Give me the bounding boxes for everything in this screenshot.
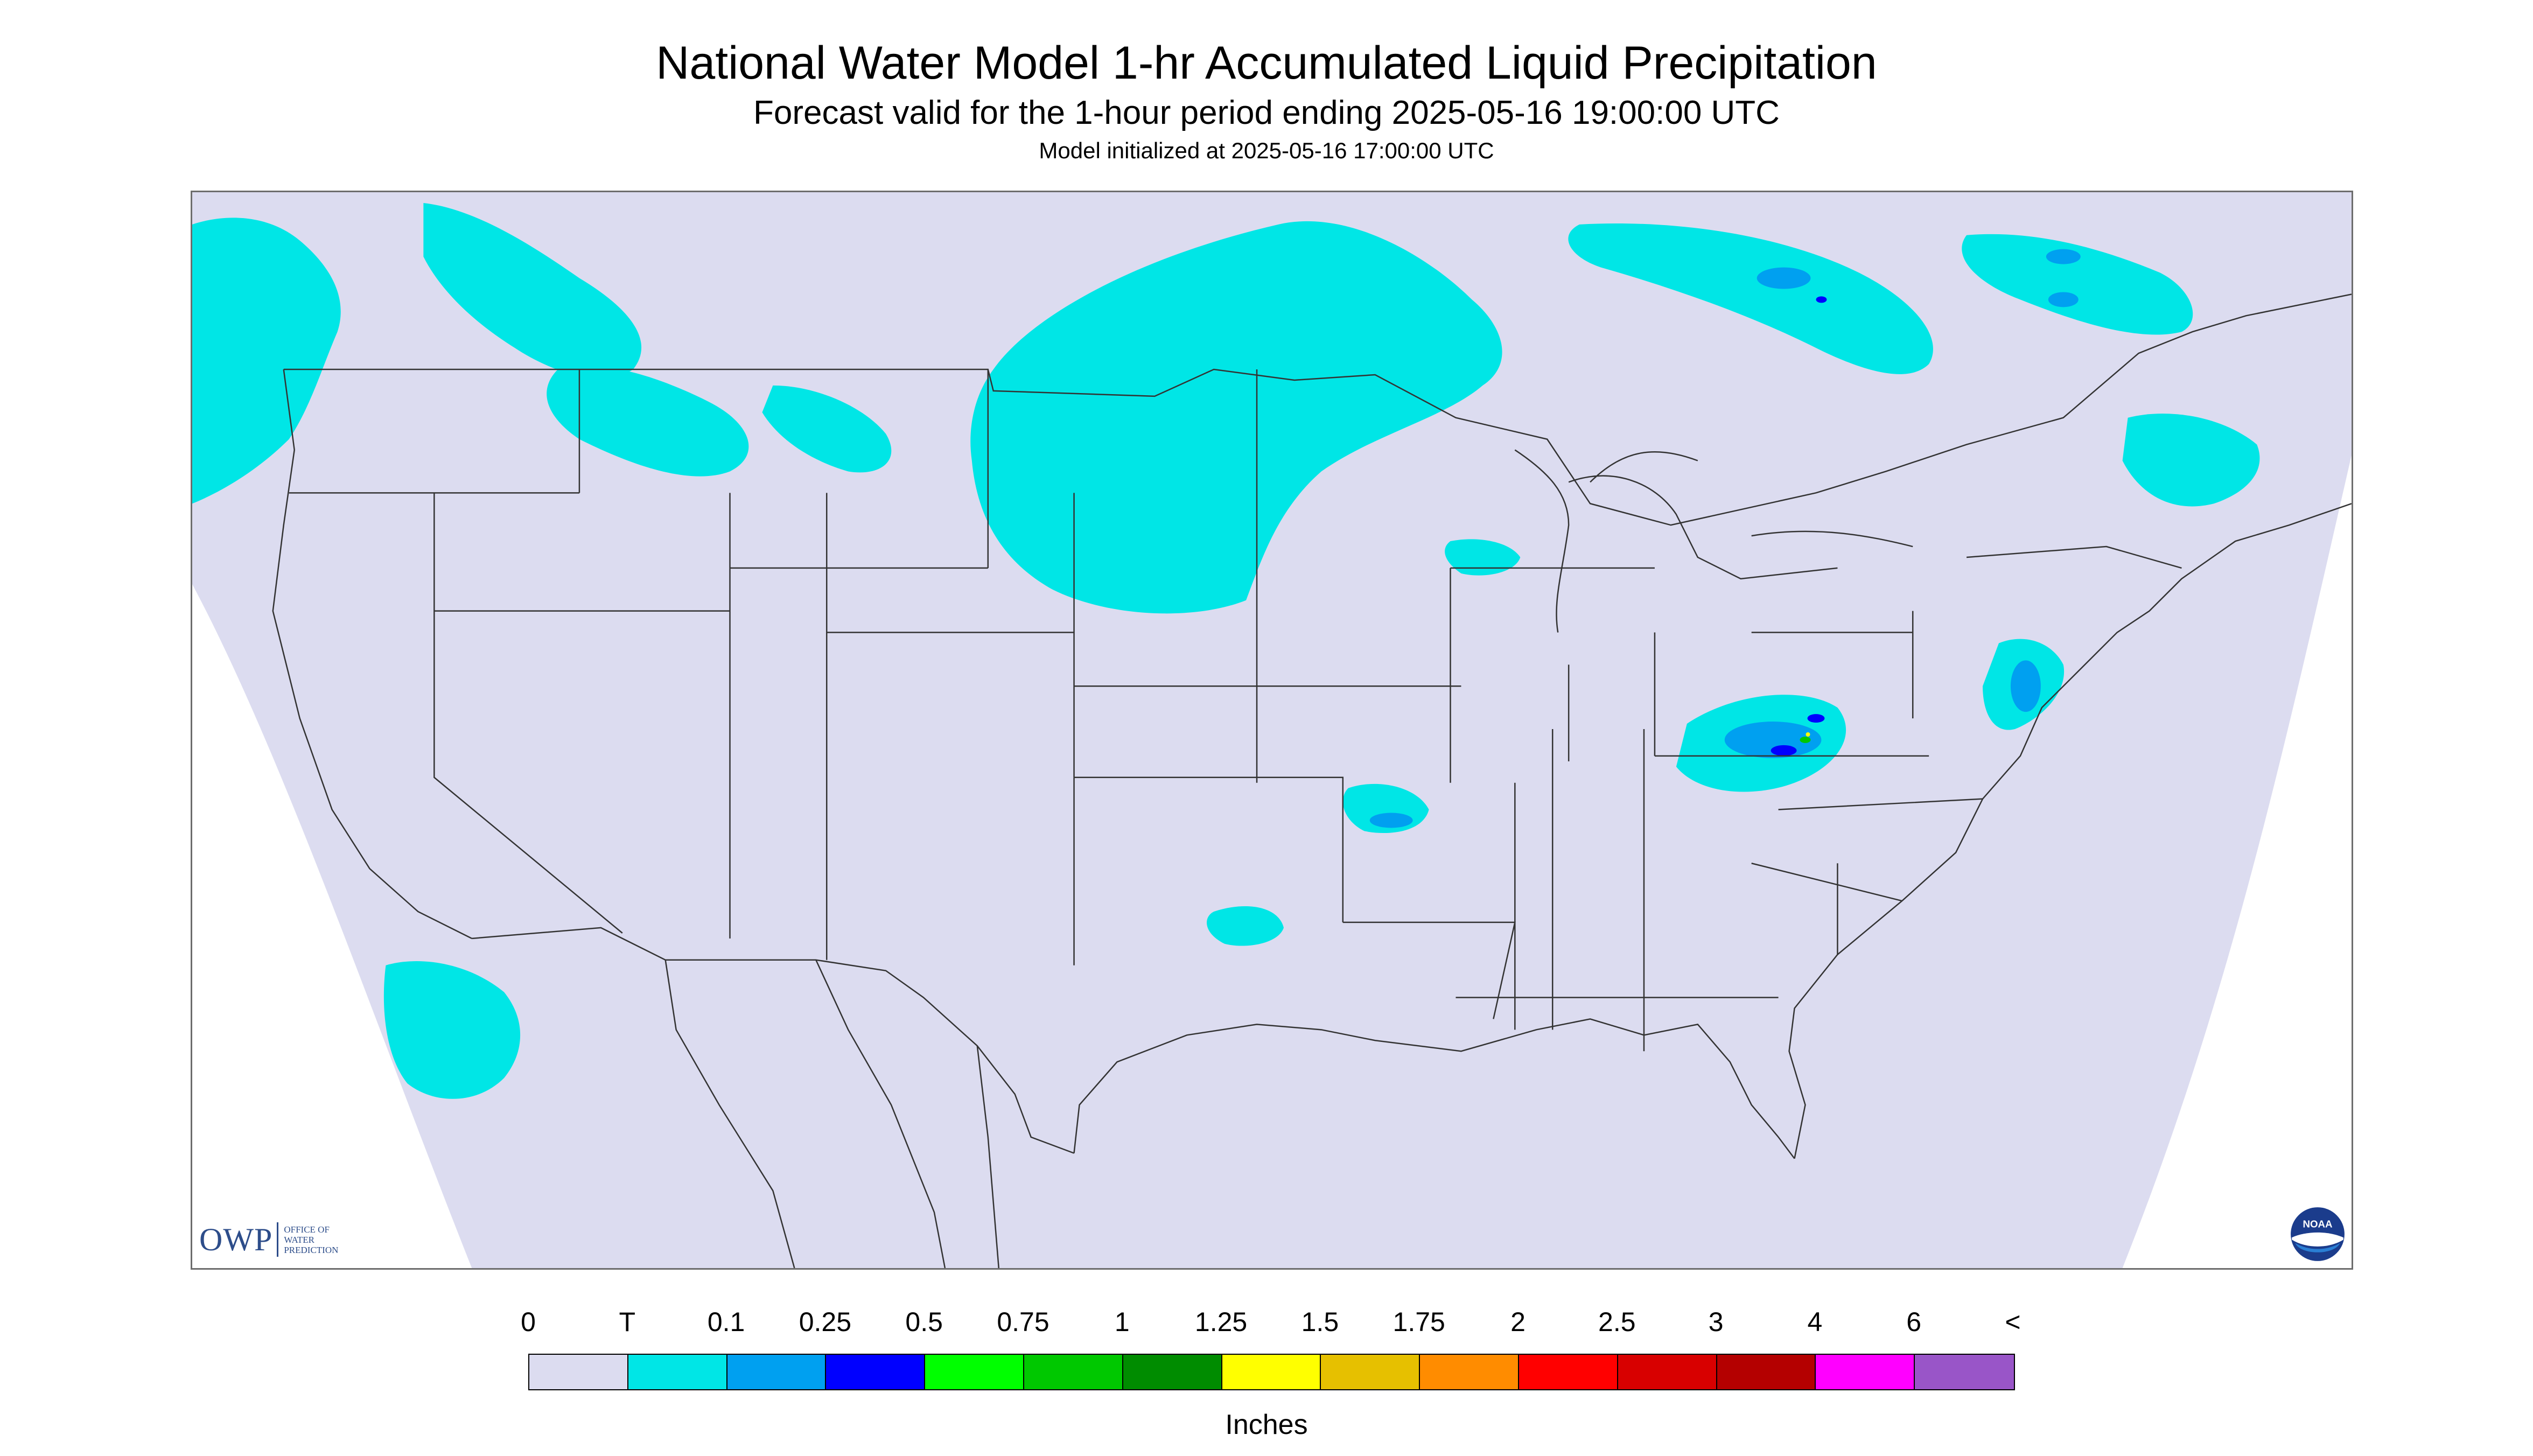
legend-tick-label: 6 xyxy=(1906,1307,1922,1337)
precip-cell xyxy=(1771,745,1797,756)
precip-montana-scatter xyxy=(547,366,749,477)
precip-moderate-areas xyxy=(1771,296,1827,756)
precip-cell xyxy=(1724,722,1822,758)
precip-new-england xyxy=(2122,414,2260,507)
precip-canada-east xyxy=(1568,223,1933,374)
noaa-logo: NOAA xyxy=(2291,1207,2345,1261)
canada-us-border xyxy=(283,293,2352,526)
precip-heavy-areas xyxy=(1800,736,1811,743)
precip-light-areas xyxy=(1369,249,2081,828)
great-lakes-shoreline xyxy=(1514,449,1913,633)
precipitation-map xyxy=(191,191,2353,1270)
precip-cell xyxy=(2010,660,2041,712)
legend-color-bar xyxy=(528,1354,2015,1390)
legend-tick-label: 1.75 xyxy=(1393,1307,1445,1337)
legend-tick-label: 0 xyxy=(521,1307,536,1337)
precip-idaho-montana xyxy=(423,202,642,379)
precip-cell xyxy=(1807,714,1825,723)
legend-tick-label: 4 xyxy=(1807,1307,1823,1337)
legend-swatch xyxy=(1915,1355,2014,1389)
precip-cell xyxy=(1757,267,1811,289)
state-lines-central xyxy=(1073,369,1779,1052)
legend-swatch xyxy=(925,1355,1024,1389)
legend-swatch xyxy=(1222,1355,1321,1389)
precip-cell xyxy=(1806,732,1810,737)
precip-lake-michigan-area xyxy=(1445,539,1521,576)
legend-tick-label: 1.25 xyxy=(1194,1307,1248,1337)
legend-tick-label: 3 xyxy=(1708,1307,1724,1337)
legend-swatch xyxy=(628,1355,727,1389)
gulf-coast xyxy=(1073,1018,1795,1159)
legend-swatch xyxy=(1024,1355,1123,1389)
legend-swatch xyxy=(1420,1355,1519,1389)
legend-tick-label: < xyxy=(2005,1307,2021,1337)
map-canvas xyxy=(192,192,2352,1268)
legend-tick-label: T xyxy=(619,1307,636,1337)
legend-swatch xyxy=(1816,1355,1915,1389)
legend-tick-label: 2 xyxy=(1510,1307,1526,1337)
legend-tick-label: 0.75 xyxy=(997,1307,1049,1337)
precip-quebec-north xyxy=(1962,234,2193,335)
owp-logo-divider xyxy=(277,1222,279,1257)
state-lines-east xyxy=(1568,545,2182,955)
precip-north-texas xyxy=(1207,906,1284,946)
legend-tick-labels: 0 T 0.1 0.25 0.5 0.75 1 1.25 1.5 1.75 2 2.5 3 4 6 < xyxy=(0,1306,2533,1339)
legend-tick-label: 1 xyxy=(1114,1307,1130,1337)
precip-southern-california xyxy=(383,961,521,1099)
map-title: National Water Model 1-hr Accumulated Li… xyxy=(656,37,1877,89)
legend-unit-label: Inches xyxy=(1225,1409,1308,1440)
state-lines-west xyxy=(289,369,1075,960)
model-init-text: Model initialized at 2025-05-16 17:00:00… xyxy=(1039,138,1494,163)
legend-tick-label: 1.5 xyxy=(1301,1307,1339,1337)
legend-swatch xyxy=(826,1355,926,1389)
legend-tick-label: 2.5 xyxy=(1598,1307,1636,1337)
legend-swatch xyxy=(727,1355,827,1389)
mexico-border xyxy=(472,927,1074,1154)
legend-swatch xyxy=(1618,1355,1717,1389)
map-boundaries xyxy=(272,293,2352,1268)
precip-wyoming-scatter xyxy=(762,385,892,473)
legend-swatch xyxy=(1123,1355,1222,1389)
owp-logo-wordmark: OWP xyxy=(199,1221,273,1257)
legend-swatch xyxy=(1717,1355,1816,1389)
map-subtitle: Forecast valid for the 1-hour period end… xyxy=(753,94,1780,131)
precip-cell xyxy=(1800,736,1811,743)
legend-swatch xyxy=(1519,1355,1618,1389)
florida-east-coast xyxy=(1788,503,2352,1159)
legend-tick-label: 0.1 xyxy=(707,1307,745,1337)
precip-cell xyxy=(1369,813,1413,828)
precip-cell xyxy=(1816,296,1827,303)
mexico-interior xyxy=(664,960,1000,1268)
precip-extreme-areas xyxy=(1806,732,1810,737)
legend-swatch xyxy=(1321,1355,1421,1389)
precip-cell xyxy=(2048,292,2079,307)
noaa-logo-text: NOAA xyxy=(2303,1219,2333,1230)
precip-cell xyxy=(2046,249,2081,264)
owp-logo-subtitle: OFFICE OF WATER PREDICTION xyxy=(284,1224,339,1255)
owp-logo: OWP OFFICE OF WATER PREDICTION xyxy=(199,1218,338,1261)
west-coastline xyxy=(272,369,472,939)
legend-tick-label: 0.25 xyxy=(799,1307,852,1337)
legend-swatch xyxy=(529,1355,628,1389)
legend-tick-label: 0.5 xyxy=(905,1307,943,1337)
precip-north-central-system xyxy=(970,221,1502,614)
precip-pacific-northwest xyxy=(192,218,341,504)
